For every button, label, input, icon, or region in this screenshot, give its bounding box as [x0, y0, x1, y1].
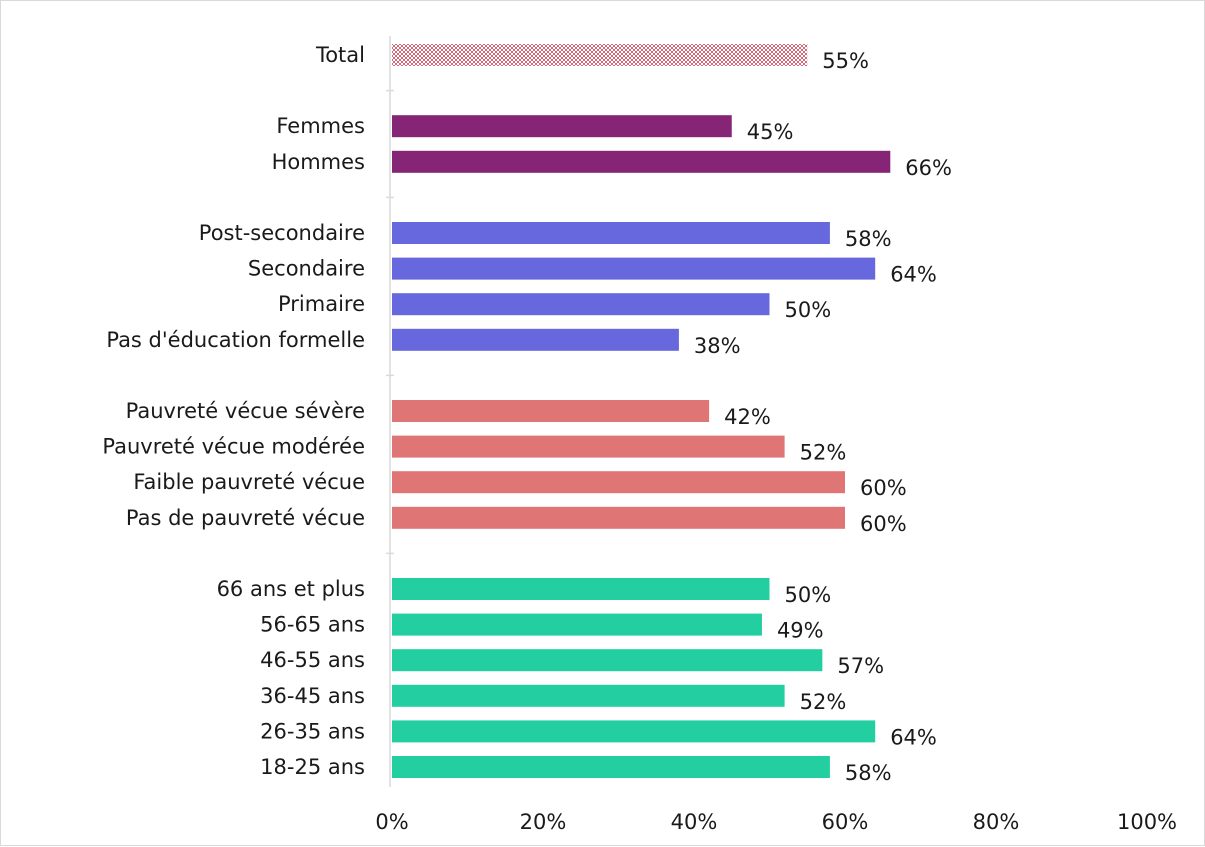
category-label: 26-35 ans [260, 719, 365, 743]
bar [392, 756, 830, 778]
x-tick-label: 0% [375, 810, 408, 834]
bar [392, 436, 785, 458]
x-tick-label: 80% [973, 810, 1020, 834]
x-tick-label: 100% [1117, 810, 1177, 834]
bar [392, 720, 875, 742]
category-label: 66 ans et plus [217, 577, 365, 601]
bar [392, 649, 822, 671]
bar [392, 293, 770, 315]
bar [392, 507, 845, 529]
category-label: Secondaire [248, 257, 365, 281]
data-label: 55% [822, 49, 869, 73]
data-label: 58% [845, 761, 892, 785]
data-label: 64% [890, 263, 937, 287]
category-label: 46-55 ans [260, 648, 365, 672]
data-label: 60% [860, 512, 907, 536]
category-label: Total [315, 43, 365, 67]
category-label: Femmes [276, 114, 365, 138]
bar [392, 115, 732, 137]
category-label: 56-65 ans [260, 613, 365, 637]
bar [392, 614, 762, 636]
category-label: Pas d'éducation formelle [106, 328, 365, 352]
x-tick-label: 40% [671, 810, 718, 834]
bar [392, 578, 770, 600]
data-label: 58% [845, 227, 892, 251]
bar [392, 222, 830, 244]
data-label: 42% [724, 405, 771, 429]
data-label: 50% [785, 583, 832, 607]
category-label: Primaire [278, 292, 365, 316]
bar [392, 151, 890, 173]
bar [392, 329, 679, 351]
bar [392, 258, 875, 280]
data-label: 45% [747, 120, 794, 144]
category-label: Pas de pauvreté vécue [126, 506, 365, 530]
bar [392, 400, 709, 422]
data-label: 38% [694, 334, 741, 358]
category-label: 36-45 ans [260, 684, 365, 708]
data-label: 52% [800, 441, 847, 465]
data-label: 64% [890, 725, 937, 749]
x-tick-label: 20% [520, 810, 567, 834]
data-label: 49% [777, 619, 824, 643]
category-label: 18-25 ans [260, 755, 365, 779]
data-label: 50% [785, 298, 832, 322]
data-label: 52% [800, 690, 847, 714]
category-label: Hommes [272, 150, 365, 174]
data-label: 66% [905, 156, 952, 180]
data-label: 57% [837, 654, 884, 678]
bar [392, 471, 845, 493]
category-label: Faible pauvreté vécue [133, 470, 365, 494]
bar [392, 44, 807, 66]
category-label: Pauvreté vécue modérée [102, 435, 365, 459]
category-label: Post-secondaire [199, 221, 365, 245]
x-tick-label: 60% [822, 810, 869, 834]
chart-marks: Total 55% Femmes 45% Hommes 66% Post-secondair… [102, 43, 1177, 834]
bar [392, 685, 785, 707]
category-label: Pauvreté vécue sévère [126, 399, 365, 423]
data-label: 60% [860, 476, 907, 500]
